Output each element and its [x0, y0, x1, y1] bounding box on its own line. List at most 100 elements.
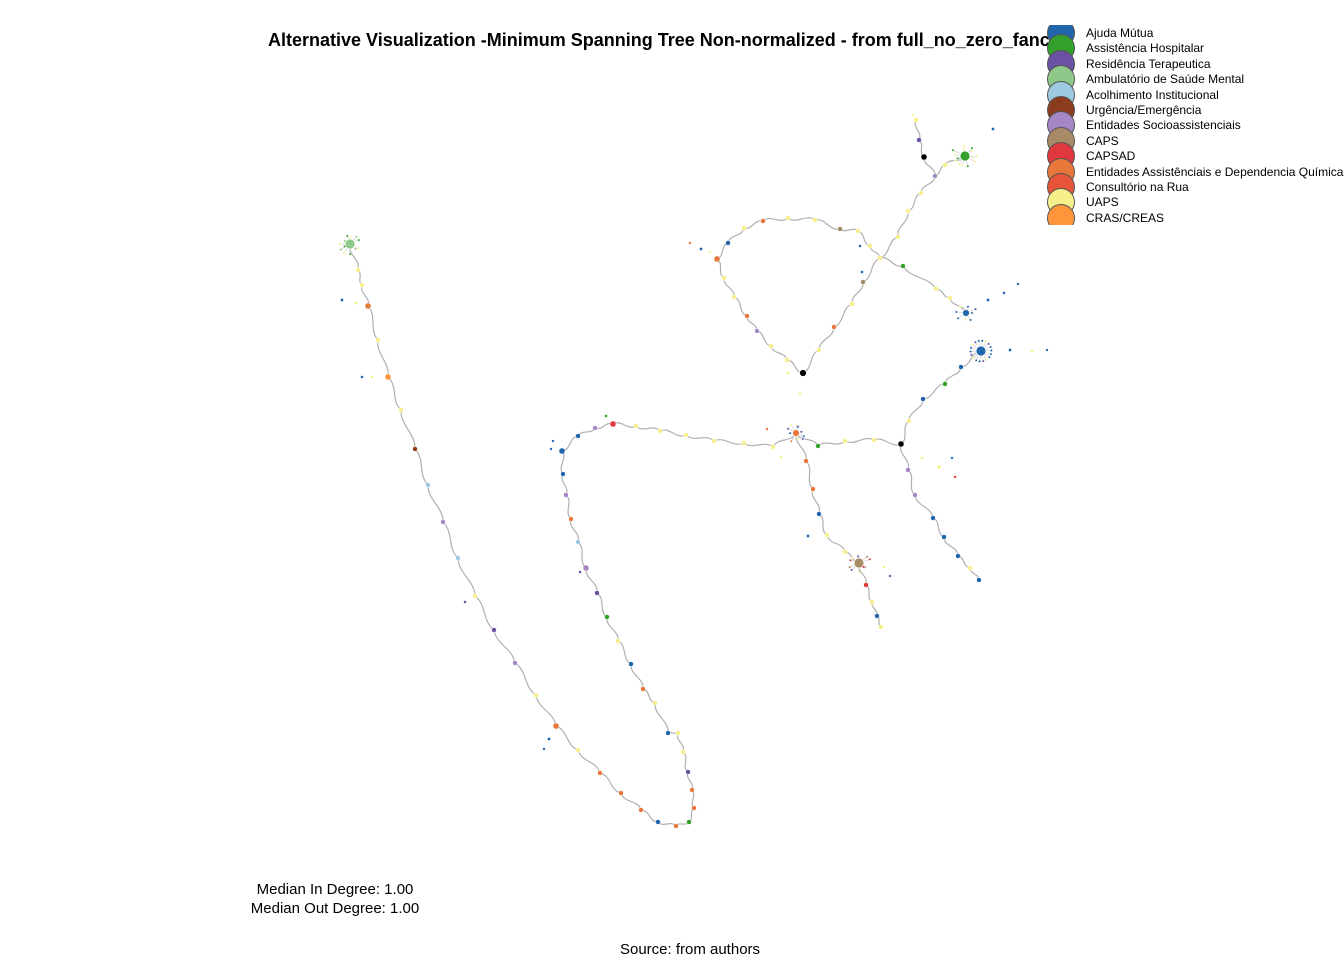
- graph-node: [878, 624, 884, 630]
- graph-node: [905, 208, 911, 214]
- graph-node: [815, 443, 821, 449]
- graph-node: [954, 159, 957, 163]
- graph-node: [849, 558, 852, 562]
- graph-node: [955, 310, 958, 314]
- graph-node: [905, 467, 911, 473]
- graph-node: [810, 486, 816, 492]
- graph-node: [652, 700, 658, 706]
- graph-node: [970, 311, 974, 315]
- graph-node: [785, 215, 791, 221]
- graph-node: [941, 534, 947, 540]
- graph-node: [786, 427, 790, 431]
- graph-node: [974, 340, 977, 344]
- edge-lower-mid: [795, 432, 860, 564]
- graph-node: [957, 162, 961, 166]
- graph-node: [789, 439, 793, 443]
- graph-node: [806, 534, 810, 538]
- graph-node: [792, 429, 800, 437]
- graph-node: [338, 242, 342, 246]
- graph-node: [972, 356, 975, 360]
- graph-node: [803, 458, 809, 464]
- graph-node: [340, 298, 344, 302]
- graph-node: [779, 455, 783, 459]
- graph-node: [575, 747, 581, 753]
- graph-node: [842, 549, 848, 555]
- graph-node: [950, 456, 954, 460]
- graph-node: [959, 150, 971, 162]
- graph-node: [816, 347, 822, 353]
- legend-label: Entidades Assistênciais e Dependencia Qu…: [1086, 164, 1344, 179]
- graph-node: [691, 805, 697, 811]
- graph-node: [549, 447, 553, 451]
- graph-node: [339, 248, 343, 252]
- graph-node: [398, 407, 404, 413]
- graph-node: [897, 440, 905, 448]
- graph-node: [770, 444, 776, 450]
- graph-node: [657, 428, 663, 434]
- graph-node: [760, 218, 766, 224]
- graph-node: [967, 565, 973, 571]
- graph-node: [731, 294, 737, 300]
- graph-node: [575, 433, 581, 439]
- graph-node: [604, 614, 610, 620]
- graph-node: [963, 318, 967, 321]
- graph-node: [491, 627, 497, 633]
- graph-node: [1030, 349, 1034, 353]
- graph-node: [942, 162, 948, 168]
- graph-node: [665, 730, 671, 736]
- graph-node: [686, 819, 692, 825]
- graph-node: [956, 316, 960, 320]
- graph-node: [947, 295, 953, 301]
- edge-lower-right: [899, 443, 980, 581]
- legend-label: CAPSAD: [1086, 149, 1136, 164]
- graph-node: [344, 238, 356, 250]
- graph-node: [689, 787, 695, 793]
- graph-node: [962, 309, 970, 317]
- graph-node: [849, 301, 855, 307]
- graph-node: [973, 160, 976, 164]
- legend-label: Residência Terapeutica: [1086, 56, 1211, 71]
- graph-node: [869, 599, 875, 605]
- legend-label: Acolhimento Institucional: [1086, 87, 1219, 102]
- graph-node: [512, 660, 518, 666]
- graph-node: [472, 593, 478, 599]
- graph-node: [683, 432, 689, 438]
- graph-node: [933, 286, 939, 292]
- graph-node: [936, 464, 942, 470]
- graph-node: [816, 511, 822, 517]
- median-out-degree: Median Out Degree: 1.00: [250, 900, 420, 917]
- graph-node: [542, 747, 546, 751]
- graph-node: [568, 516, 574, 522]
- graph-node: [871, 437, 877, 443]
- graph-node: [913, 117, 919, 123]
- graph-node: [974, 358, 978, 362]
- legend-item: CAPSAD: [1047, 142, 1344, 171]
- legend-label: Consultório na Rua: [1086, 179, 1189, 194]
- graph-node: [970, 149, 973, 153]
- graph-node: [356, 246, 360, 250]
- graph-node: [796, 425, 800, 429]
- graph-node: [977, 339, 981, 343]
- graph-node: [744, 313, 750, 319]
- graph-node: [953, 475, 957, 479]
- graph-node: [789, 423, 793, 427]
- graph-node: [594, 590, 600, 596]
- graph-node: [975, 155, 979, 159]
- graph-node: [563, 492, 569, 498]
- graph-node: [812, 217, 818, 223]
- graph-node: [976, 577, 982, 583]
- graph-node: [969, 350, 972, 353]
- graph-node: [858, 244, 862, 248]
- graph-node: [888, 574, 892, 578]
- graph-node: [463, 600, 467, 604]
- legend-label: Assistência Hospitalar: [1086, 41, 1205, 56]
- graph-node: [862, 565, 865, 569]
- graph-node: [868, 557, 872, 561]
- graph-node: [655, 819, 661, 825]
- graph-node: [768, 343, 774, 349]
- source-caption: Source: from authors: [619, 941, 761, 958]
- graph-node: [384, 373, 392, 381]
- graph-node: [850, 568, 853, 572]
- graph-node: [343, 239, 347, 243]
- graph-node: [986, 298, 990, 302]
